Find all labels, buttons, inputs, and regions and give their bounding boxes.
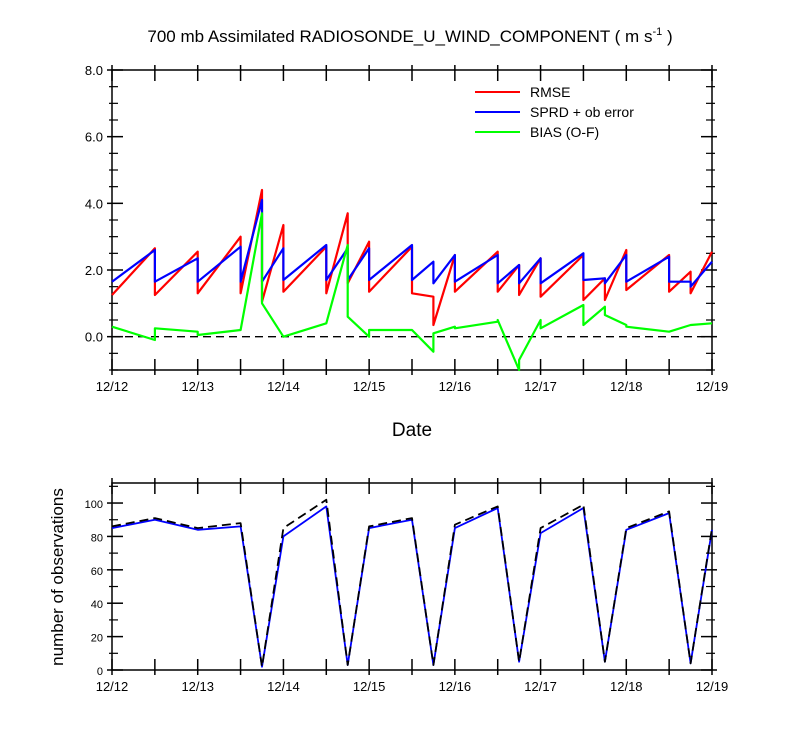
x-tick-label: 12/15 bbox=[353, 679, 386, 694]
series-line-sprd-ob-error bbox=[111, 198, 713, 288]
y-tick-label: 2.0 bbox=[85, 263, 103, 278]
y-tick-label: 100 bbox=[85, 499, 103, 511]
x-tick-label: 12/18 bbox=[610, 379, 643, 394]
legend-label-rmse: RMSE bbox=[530, 84, 570, 100]
bottom-series-group bbox=[111, 498, 713, 668]
y-tick-label: 0 bbox=[97, 666, 103, 678]
x-tick-label: 12/12 bbox=[96, 679, 129, 694]
x-tick-label: 12/17 bbox=[524, 679, 557, 694]
x-tick-label: 12/16 bbox=[439, 679, 472, 694]
series-line-obs-possible bbox=[111, 498, 713, 668]
bottom-x-tick-labels: 12/12 12/13 12/14 12/15 12/16 12/17 12/18 12/19 bbox=[96, 679, 729, 694]
x-tick-label: 12/13 bbox=[181, 379, 214, 394]
x-tick-label: 12/19 bbox=[696, 679, 729, 694]
chart-title: 700 mb Assimilated RADIOSONDE_U_WIND_COM… bbox=[147, 26, 672, 46]
series-line-bias-o-f bbox=[111, 212, 713, 372]
bottom-plot-frame bbox=[111, 482, 713, 671]
legend-label-sprd: SPRD + ob error bbox=[530, 104, 634, 120]
series-line-obs-used bbox=[111, 505, 713, 668]
y-tick-label: 4.0 bbox=[85, 196, 103, 211]
y-axis-label-observations: number of observations bbox=[48, 488, 67, 666]
top-series-group bbox=[111, 188, 713, 372]
x-tick-label: 12/14 bbox=[267, 379, 300, 394]
y-tick-label: 8.0 bbox=[85, 63, 103, 78]
x-tick-label: 12/18 bbox=[610, 679, 643, 694]
y-tick-label: 40 bbox=[91, 599, 103, 611]
y-tick-label: 6.0 bbox=[85, 130, 103, 145]
legend-label-bias: BIAS (O-F) bbox=[530, 124, 599, 140]
y-tick-label: 60 bbox=[91, 566, 103, 578]
top-axis-ticks bbox=[107, 65, 717, 375]
y-tick-label: 80 bbox=[91, 532, 103, 544]
x-tick-label: 12/16 bbox=[439, 379, 472, 394]
y-tick-label: 20 bbox=[91, 633, 103, 645]
y-tick-label: 0.0 bbox=[85, 330, 103, 345]
x-tick-label: 12/12 bbox=[96, 379, 129, 394]
top-x-tick-labels: 12/12 12/13 12/14 12/15 12/16 12/17 12/18 12/19 bbox=[96, 379, 729, 394]
x-tick-label: 12/13 bbox=[181, 679, 214, 694]
top-y-tick-labels: 0.0 2.0 4.0 6.0 8.0 bbox=[85, 63, 103, 345]
bottom-axis-ticks bbox=[107, 478, 717, 675]
x-tick-label: 12/17 bbox=[524, 379, 557, 394]
legend: RMSE SPRD + ob error BIAS (O-F) bbox=[475, 84, 634, 140]
x-tick-label: 12/14 bbox=[267, 679, 300, 694]
x-tick-label: 12/15 bbox=[353, 379, 386, 394]
x-axis-label: Date bbox=[392, 420, 432, 441]
x-tick-label: 12/19 bbox=[696, 379, 729, 394]
bottom-y-tick-labels: 0 20 40 60 80 100 bbox=[85, 499, 103, 678]
